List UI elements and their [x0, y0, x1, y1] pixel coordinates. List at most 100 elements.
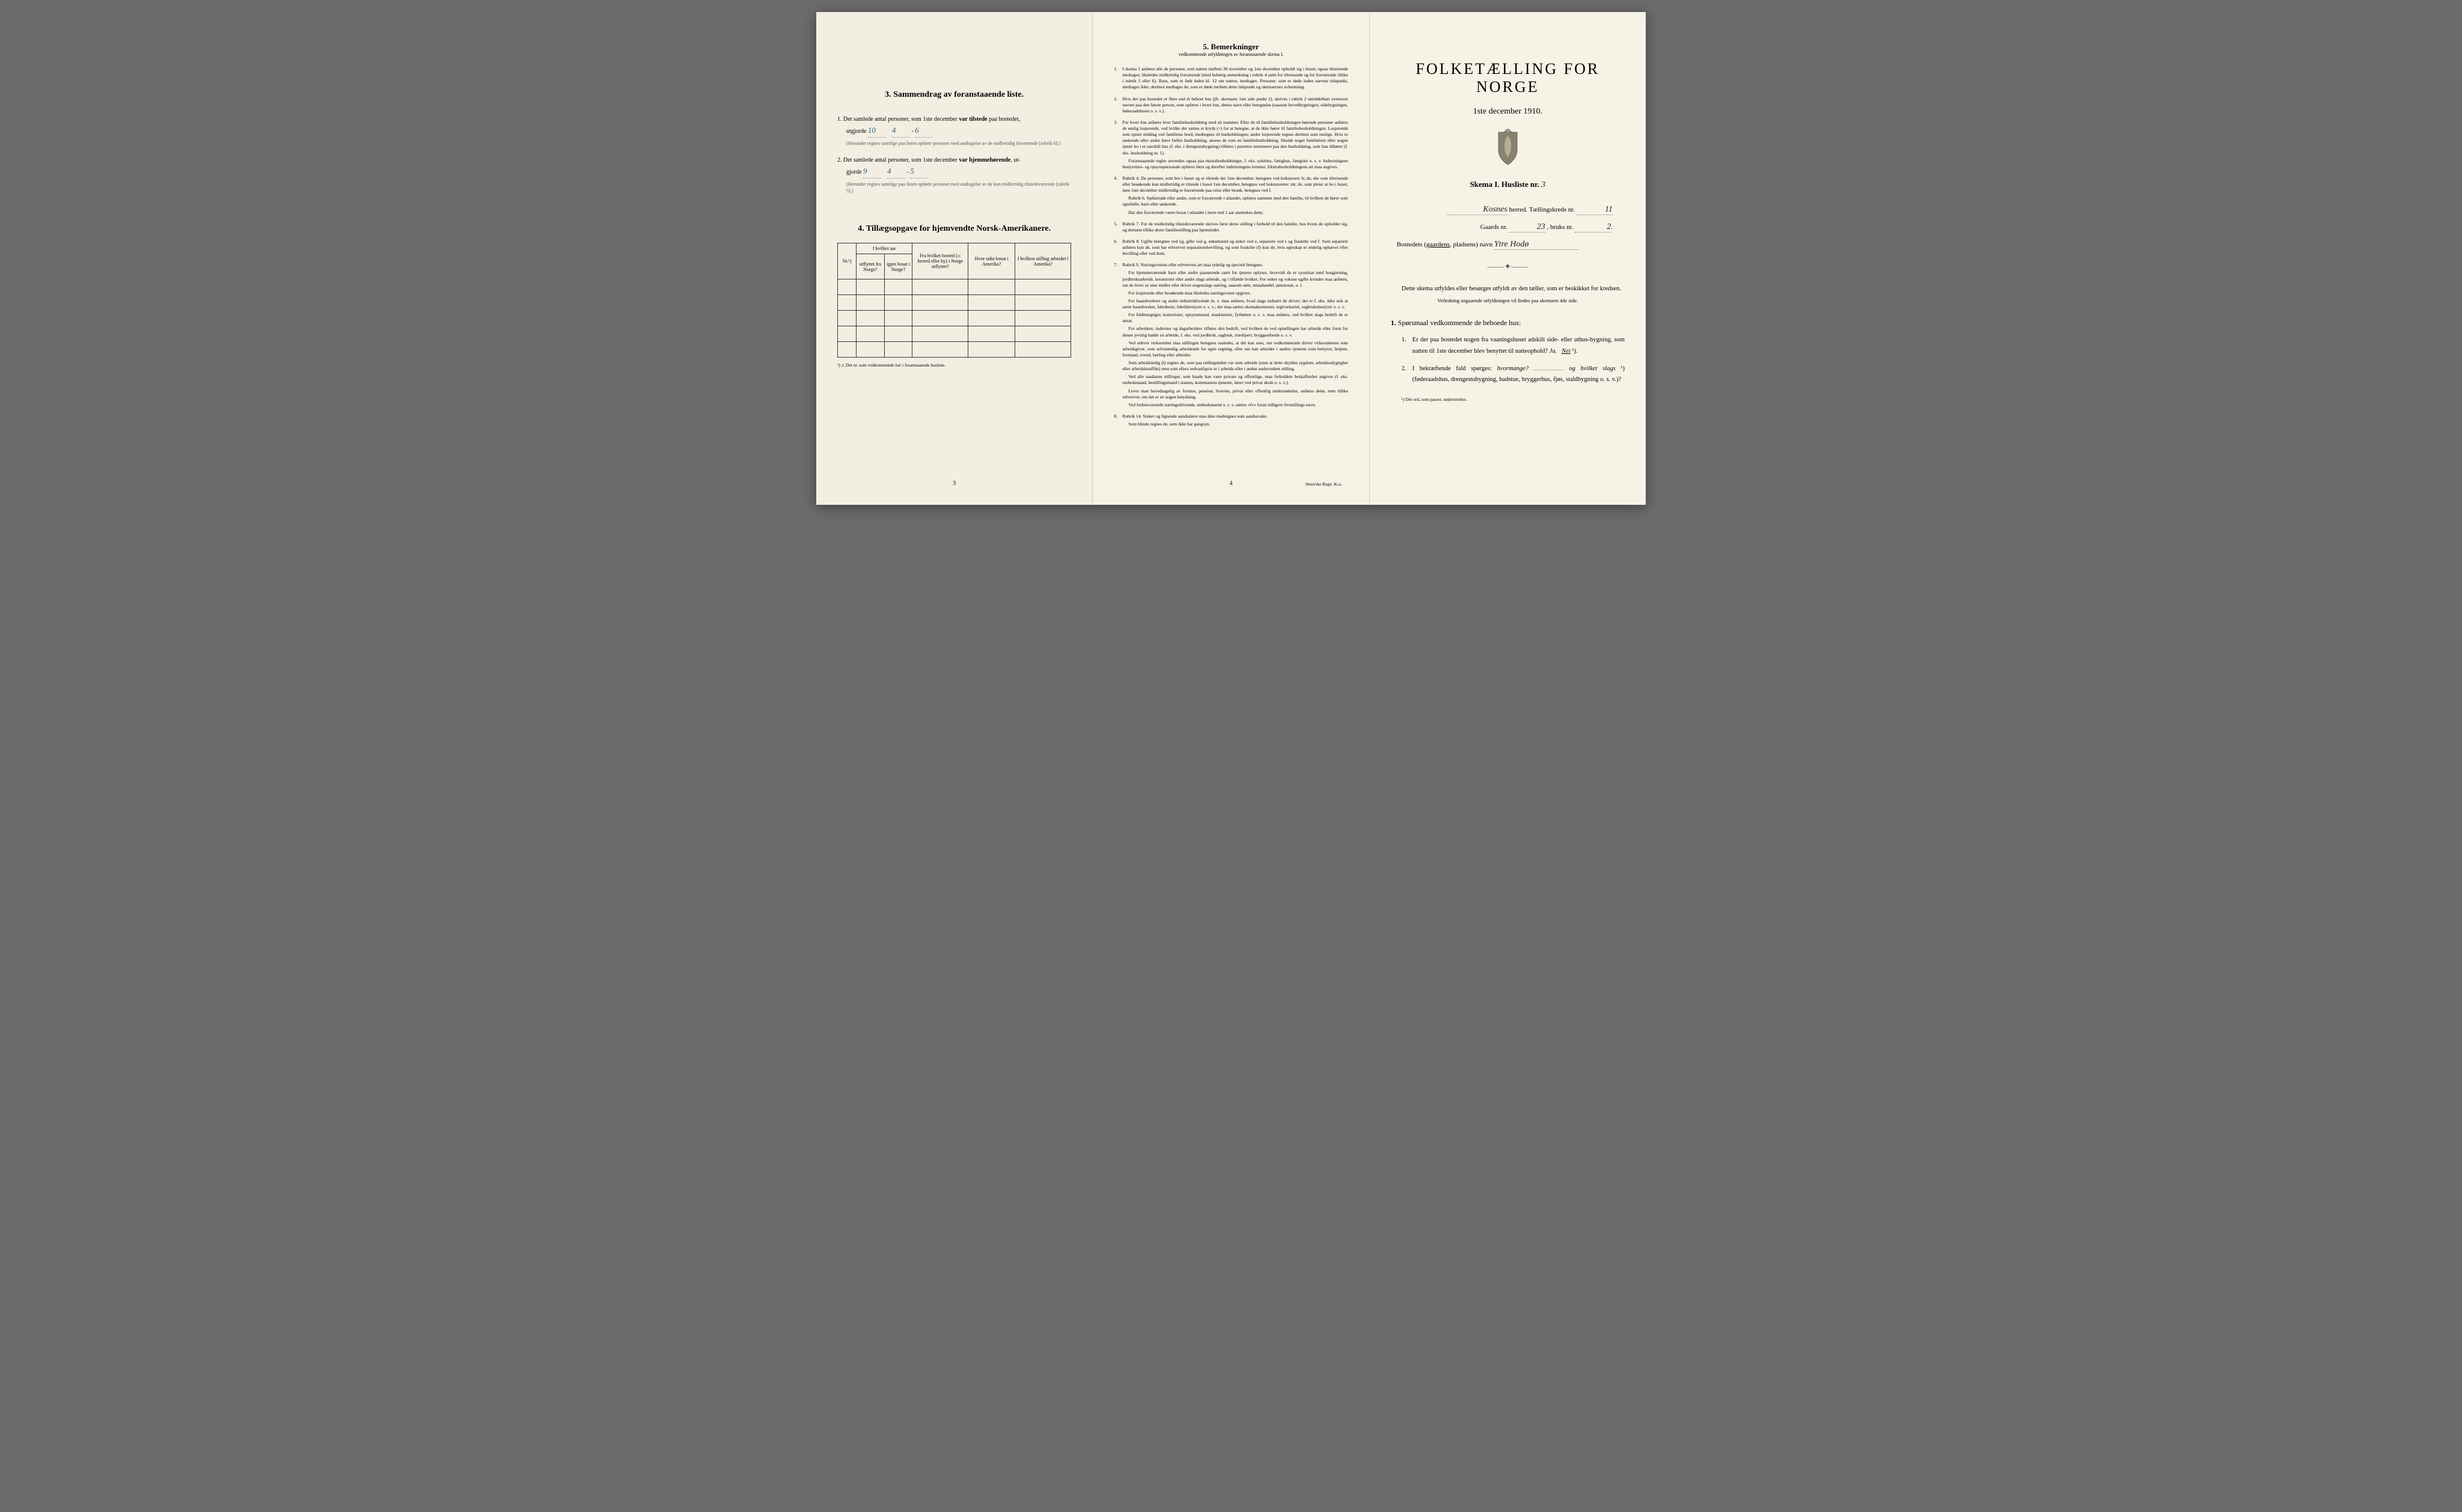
col-amerika-bosat: Hvor sidst bosat i Amerika? — [968, 243, 1015, 279]
section-5-subtitle: vedkommende utfyldningen av foranstaaend… — [1114, 52, 1348, 57]
item-body: Rubrik 7. For de midlertidig tilstedevær… — [1122, 221, 1348, 235]
skema-line: Skema I. Husliste nr. 3 — [1391, 180, 1625, 190]
item-paragraph: Rubrik 14. Sinker og lignende aandssløve… — [1122, 413, 1348, 419]
item-paragraph: Rubrik 4. De personer, som bor i huset o… — [1122, 175, 1348, 194]
item-number: 4. — [1114, 175, 1122, 218]
table-row — [838, 311, 1071, 326]
item-body: For hvert hus anføres hver familiehushol… — [1122, 120, 1348, 172]
bemerkninger-list: 1.I skema 1 anføres alle de personer, so… — [1114, 66, 1348, 429]
section-4-heading: 4. Tillægsopgave for hjemvendte Norsk-Am… — [837, 224, 1071, 234]
amerikanere-table: Nr.¹) I hvilket aar Fra hvilket bosted (… — [837, 243, 1071, 358]
item1-val2: 4 — [892, 124, 910, 138]
page-number: 4 — [1229, 480, 1232, 487]
bemerkning-item: 3.For hvert hus anføres hver familiehush… — [1114, 120, 1348, 172]
item2-fine: (Herunder regnes samtlige paa listen opf… — [837, 181, 1071, 194]
item-body: I skema 1 anføres alle de personer, som … — [1122, 66, 1348, 93]
veiledning-text: Veiledning angaaende utfyldningen vil fi… — [1391, 297, 1625, 303]
q2-sup: ¹) — [1616, 365, 1625, 372]
instruction-text: Dette skema utfyldes eller besørges utfy… — [1391, 284, 1625, 294]
item-number: 5. — [1114, 221, 1122, 235]
item-number: 7. — [1114, 262, 1122, 410]
item-paragraph: Ved enhver virksomhet maa stillingen bet… — [1122, 340, 1348, 358]
item-paragraph: Som blinde regnes de, som ikke har gangs… — [1122, 421, 1348, 427]
table-row — [838, 279, 1071, 295]
bosted-name: Ytre Hodø — [1494, 240, 1578, 250]
item-body: Rubrik 8. Ugifte betegnes ved ug, gifte … — [1122, 239, 1348, 258]
question-1: 1. Er der paa bostedet nogen fra vaaning… — [1391, 335, 1625, 358]
table-footnote: ¹) ɔ: Det nr. som vedkommende har i fora… — [837, 362, 1071, 368]
item-paragraph: For hjemmeværende barn eller andre paarø… — [1122, 270, 1348, 288]
item2-line2: gjorde — [846, 169, 863, 175]
herred-label: herred. Tællingskreds nr. — [1509, 206, 1577, 213]
item2-val1: 9 — [863, 165, 881, 178]
question-section-head: 1. Spørsmaal vedkommende de beboede hus: — [1391, 319, 1625, 328]
q2-text-a: I bekræftende fald spørges: — [1413, 365, 1497, 372]
section-5-heading: 5. Bemerkninger — [1114, 42, 1348, 52]
item1-val1: 10 — [868, 124, 886, 138]
page-number: 3 — [953, 480, 956, 487]
summary-item-2: 2. Det samlede antal personer, som 1ste … — [837, 156, 1071, 194]
summary-item-1: 1. Det samlede antal personer, som 1ste … — [837, 115, 1071, 147]
item-paragraph: Ved alle saadanne stillinger, som baade … — [1122, 374, 1348, 386]
item-paragraph: For fuldmægtiger, kontorister, opsynsmæn… — [1122, 312, 1348, 324]
item-number: 3. — [1114, 120, 1122, 172]
q1-num: 1. — [1402, 335, 1413, 358]
item-paragraph: Foranstaaende regler anvendes ogsaa paa … — [1122, 158, 1348, 170]
bemerkning-item: 8.Rubrik 14. Sinker og lignende aandsslø… — [1114, 413, 1348, 429]
item-paragraph: For losjerende eller besøkende maa likel… — [1122, 290, 1348, 296]
col-igjen-bosat: igjen bosat i Norge? — [884, 254, 912, 279]
census-date: 1ste december 1910. — [1391, 107, 1625, 117]
footnote: ¹) Det ord, som passer, understrekes. — [1391, 397, 1625, 402]
bosted-label: Bostedets (gaardens, pladsens) navn — [1397, 241, 1494, 248]
table-row — [838, 342, 1071, 358]
item2-suffix: , ut- — [1010, 157, 1020, 163]
item-paragraph: Lever man hovedsagelig av formue, pensio… — [1122, 388, 1348, 400]
ornament-icon: ――✦―― — [1391, 262, 1625, 272]
q2-og: og hvilket slags — [1569, 365, 1615, 372]
page-cover: FOLKETÆLLING FOR NORGE 1ste december 191… — [1370, 12, 1646, 505]
husliste-nr: 3 — [1541, 180, 1545, 189]
gaards-nr: 23 — [1509, 222, 1545, 233]
page-3: 3. Sammendrag av foranstaaende liste. 1.… — [816, 12, 1093, 505]
page-4: 5. Bemerkninger vedkommende utfyldningen… — [1093, 12, 1369, 505]
bruks-label: , bruks nr. — [1547, 224, 1575, 231]
col-stilling: I hvilken stilling arbeidet i Amerika? — [1015, 243, 1071, 279]
item-number: 1. — [1114, 66, 1122, 93]
q2-num: 2. — [1402, 364, 1413, 386]
herred-name: Kosnes — [1447, 205, 1507, 215]
bemerkning-item: 1.I skema 1 anføres alle de personer, so… — [1114, 66, 1348, 93]
q-head-num: 1. — [1391, 319, 1396, 327]
item2-bold: var hjemmehørende — [959, 157, 1010, 163]
col-nr: Nr.¹) — [838, 243, 857, 279]
bemerkning-item: 5.Rubrik 7. For de midlertidig tilstedev… — [1114, 221, 1348, 235]
printer-mark: Steen'ske Bogtr. Kr.a. — [1306, 482, 1342, 487]
herred-row: Kosnes herred. Tællingskreds nr. 11 — [1391, 205, 1625, 215]
bemerkning-item: 7.Rubrik 9. Næringsveiens eller erhverve… — [1114, 262, 1348, 410]
census-title: FOLKETÆLLING FOR NORGE — [1391, 60, 1625, 96]
q1-sup: ¹). — [1571, 348, 1578, 355]
kreds-nr: 11 — [1577, 205, 1613, 215]
item-paragraph: Rubrik 7. For de midlertidig tilstedevær… — [1122, 221, 1348, 233]
q2-body: I bekræftende fald spørges: hvormange? o… — [1413, 364, 1625, 386]
col-aar-group: I hvilket aar — [857, 243, 912, 254]
item-paragraph: For arbeidere, inderster og dagarbeidere… — [1122, 326, 1348, 338]
item2-prefix: 2. Det samlede antal personer, som 1ste … — [837, 157, 959, 163]
item-paragraph: Som arbeidsledig (l) regnes de, som paa … — [1122, 360, 1348, 372]
item-number: 2. — [1114, 96, 1122, 116]
table-row — [838, 326, 1071, 342]
q1-ja: Ja. — [1550, 348, 1557, 355]
bruks-nr: 2 — [1575, 222, 1611, 233]
item-number: 6. — [1114, 239, 1122, 258]
item-body: Rubrik 9. Næringsveiens eller erhvervets… — [1122, 262, 1348, 410]
skema-label: Skema I. Husliste nr. — [1470, 180, 1541, 189]
census-document: 3. Sammendrag av foranstaaende liste. 1.… — [816, 12, 1646, 505]
item1-bold: var tilstede — [959, 116, 987, 123]
q1-body: Er der paa bostedet nogen fra vaaningshu… — [1413, 335, 1625, 358]
item-body: Hvis der paa bostedet er flere end ét be… — [1122, 96, 1348, 116]
item-paragraph: Hvis der paa bostedet er flere end ét be… — [1122, 96, 1348, 114]
col-bosted: Fra hvilket bosted (ɔ: herred eller by) … — [912, 243, 968, 279]
item2-val2: 4 — [887, 165, 905, 178]
item-body: Rubrik 14. Sinker og lignende aandssløve… — [1122, 413, 1348, 429]
item-paragraph: Rubrik 8. Ugifte betegnes ved ug, gifte … — [1122, 239, 1348, 257]
item-paragraph: Ved forhenværende næringsdrivende, embed… — [1122, 402, 1348, 408]
